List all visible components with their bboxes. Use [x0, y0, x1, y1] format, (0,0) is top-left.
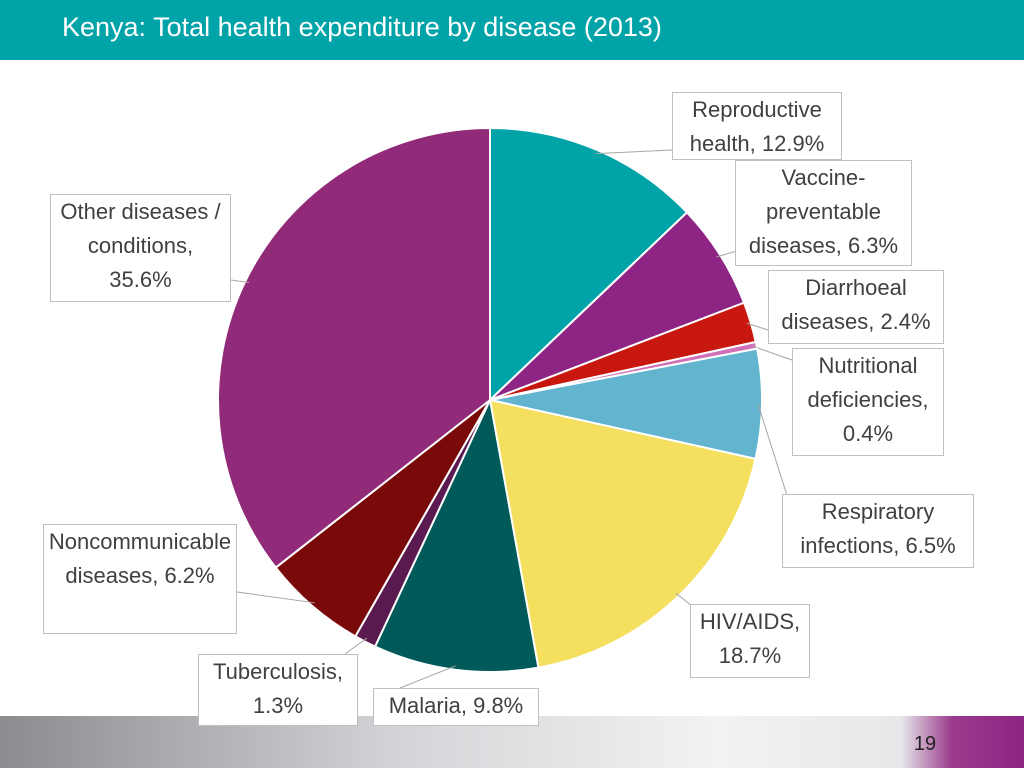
leader-line: [236, 591, 315, 604]
page-number: 19: [913, 733, 937, 755]
leader-line: [595, 149, 673, 155]
pie-slice: [373, 396, 540, 673]
title-bar: [0, 0, 1024, 60]
leader-line: [399, 665, 456, 689]
data-label: Reproductive health, 12.9%: [672, 92, 842, 160]
pie-slice: [489, 126, 689, 403]
data-label: Diarrhoeal diseases, 2.4%: [768, 270, 944, 344]
leader-line: [746, 322, 769, 331]
pie-slice: [489, 347, 763, 461]
data-label: Noncommunicable diseases, 6.2%: [43, 524, 237, 634]
data-label: HIV/AIDS, 18.7%: [690, 604, 810, 678]
data-label: Tuberculosis, 1.3%: [198, 654, 358, 726]
leader-line: [757, 403, 791, 506]
pie-slice: [217, 126, 491, 569]
data-label: Other diseases / conditions, 35.6%: [50, 194, 231, 302]
data-label: Vaccine-preventable diseases, 6.3%: [735, 160, 912, 266]
data-label: Malaria, 9.8%: [373, 688, 539, 726]
leader-line: [344, 637, 368, 655]
leader-line: [752, 345, 793, 361]
data-label: Nutritional deficiencies, 0.4%: [792, 348, 944, 456]
slide-title: Kenya: Total health expenditure by disea…: [62, 12, 662, 42]
data-label: Respiratory infections, 6.5%: [782, 494, 974, 568]
pie-slice: [488, 398, 757, 669]
leader-line: [230, 279, 250, 284]
